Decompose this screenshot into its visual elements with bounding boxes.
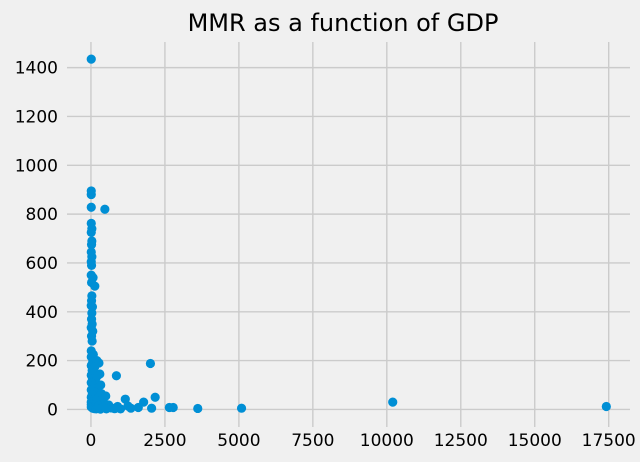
y-tick-label: 1000 — [15, 156, 58, 176]
data-point — [193, 403, 203, 414]
data-points — [86, 54, 611, 414]
y-tick-label: 800 — [26, 205, 58, 225]
y-tick-label: 200 — [26, 352, 58, 372]
x-tick-label: 17500 — [582, 431, 636, 451]
x-tick-label: 5000 — [217, 431, 260, 451]
data-point — [601, 401, 611, 412]
chart-title: MMR as a function of GDP — [188, 9, 499, 37]
y-tick-label: 600 — [26, 254, 58, 274]
y-tick-label: 0 — [47, 400, 58, 420]
data-point — [86, 189, 96, 200]
x-tick-label: 15000 — [508, 431, 562, 451]
data-point — [86, 260, 97, 270]
data-point — [388, 397, 398, 407]
data-point — [115, 404, 126, 414]
grid-lines — [67, 42, 630, 427]
data-point — [86, 202, 96, 212]
data-point — [86, 227, 96, 238]
x-tick-label: 2500 — [143, 431, 186, 451]
data-point — [145, 358, 156, 369]
y-tick-label: 1400 — [15, 59, 58, 79]
x-tick-label: 7500 — [291, 431, 334, 451]
data-point — [147, 403, 157, 413]
data-point — [87, 336, 97, 346]
x-tick-label: 12500 — [434, 431, 488, 451]
data-point — [101, 404, 111, 414]
data-point — [86, 240, 97, 250]
data-point — [236, 403, 247, 413]
data-point — [86, 54, 96, 64]
data-point — [168, 402, 178, 413]
data-point — [150, 392, 160, 402]
y-tick-label: 1200 — [15, 107, 58, 127]
y-axis: 0 200 400 600 800 1000 1200 1400 — [15, 59, 58, 421]
data-point — [126, 403, 136, 413]
x-tick-label: 0 — [86, 431, 97, 451]
x-axis: 0 2500 5000 7500 10000 12500 15000 17500 — [86, 431, 636, 451]
data-point — [100, 204, 110, 214]
data-point — [111, 371, 122, 381]
data-point — [90, 281, 100, 291]
x-tick-label: 10000 — [360, 431, 414, 451]
data-point — [133, 402, 143, 413]
y-tick-label: 400 — [26, 303, 58, 323]
